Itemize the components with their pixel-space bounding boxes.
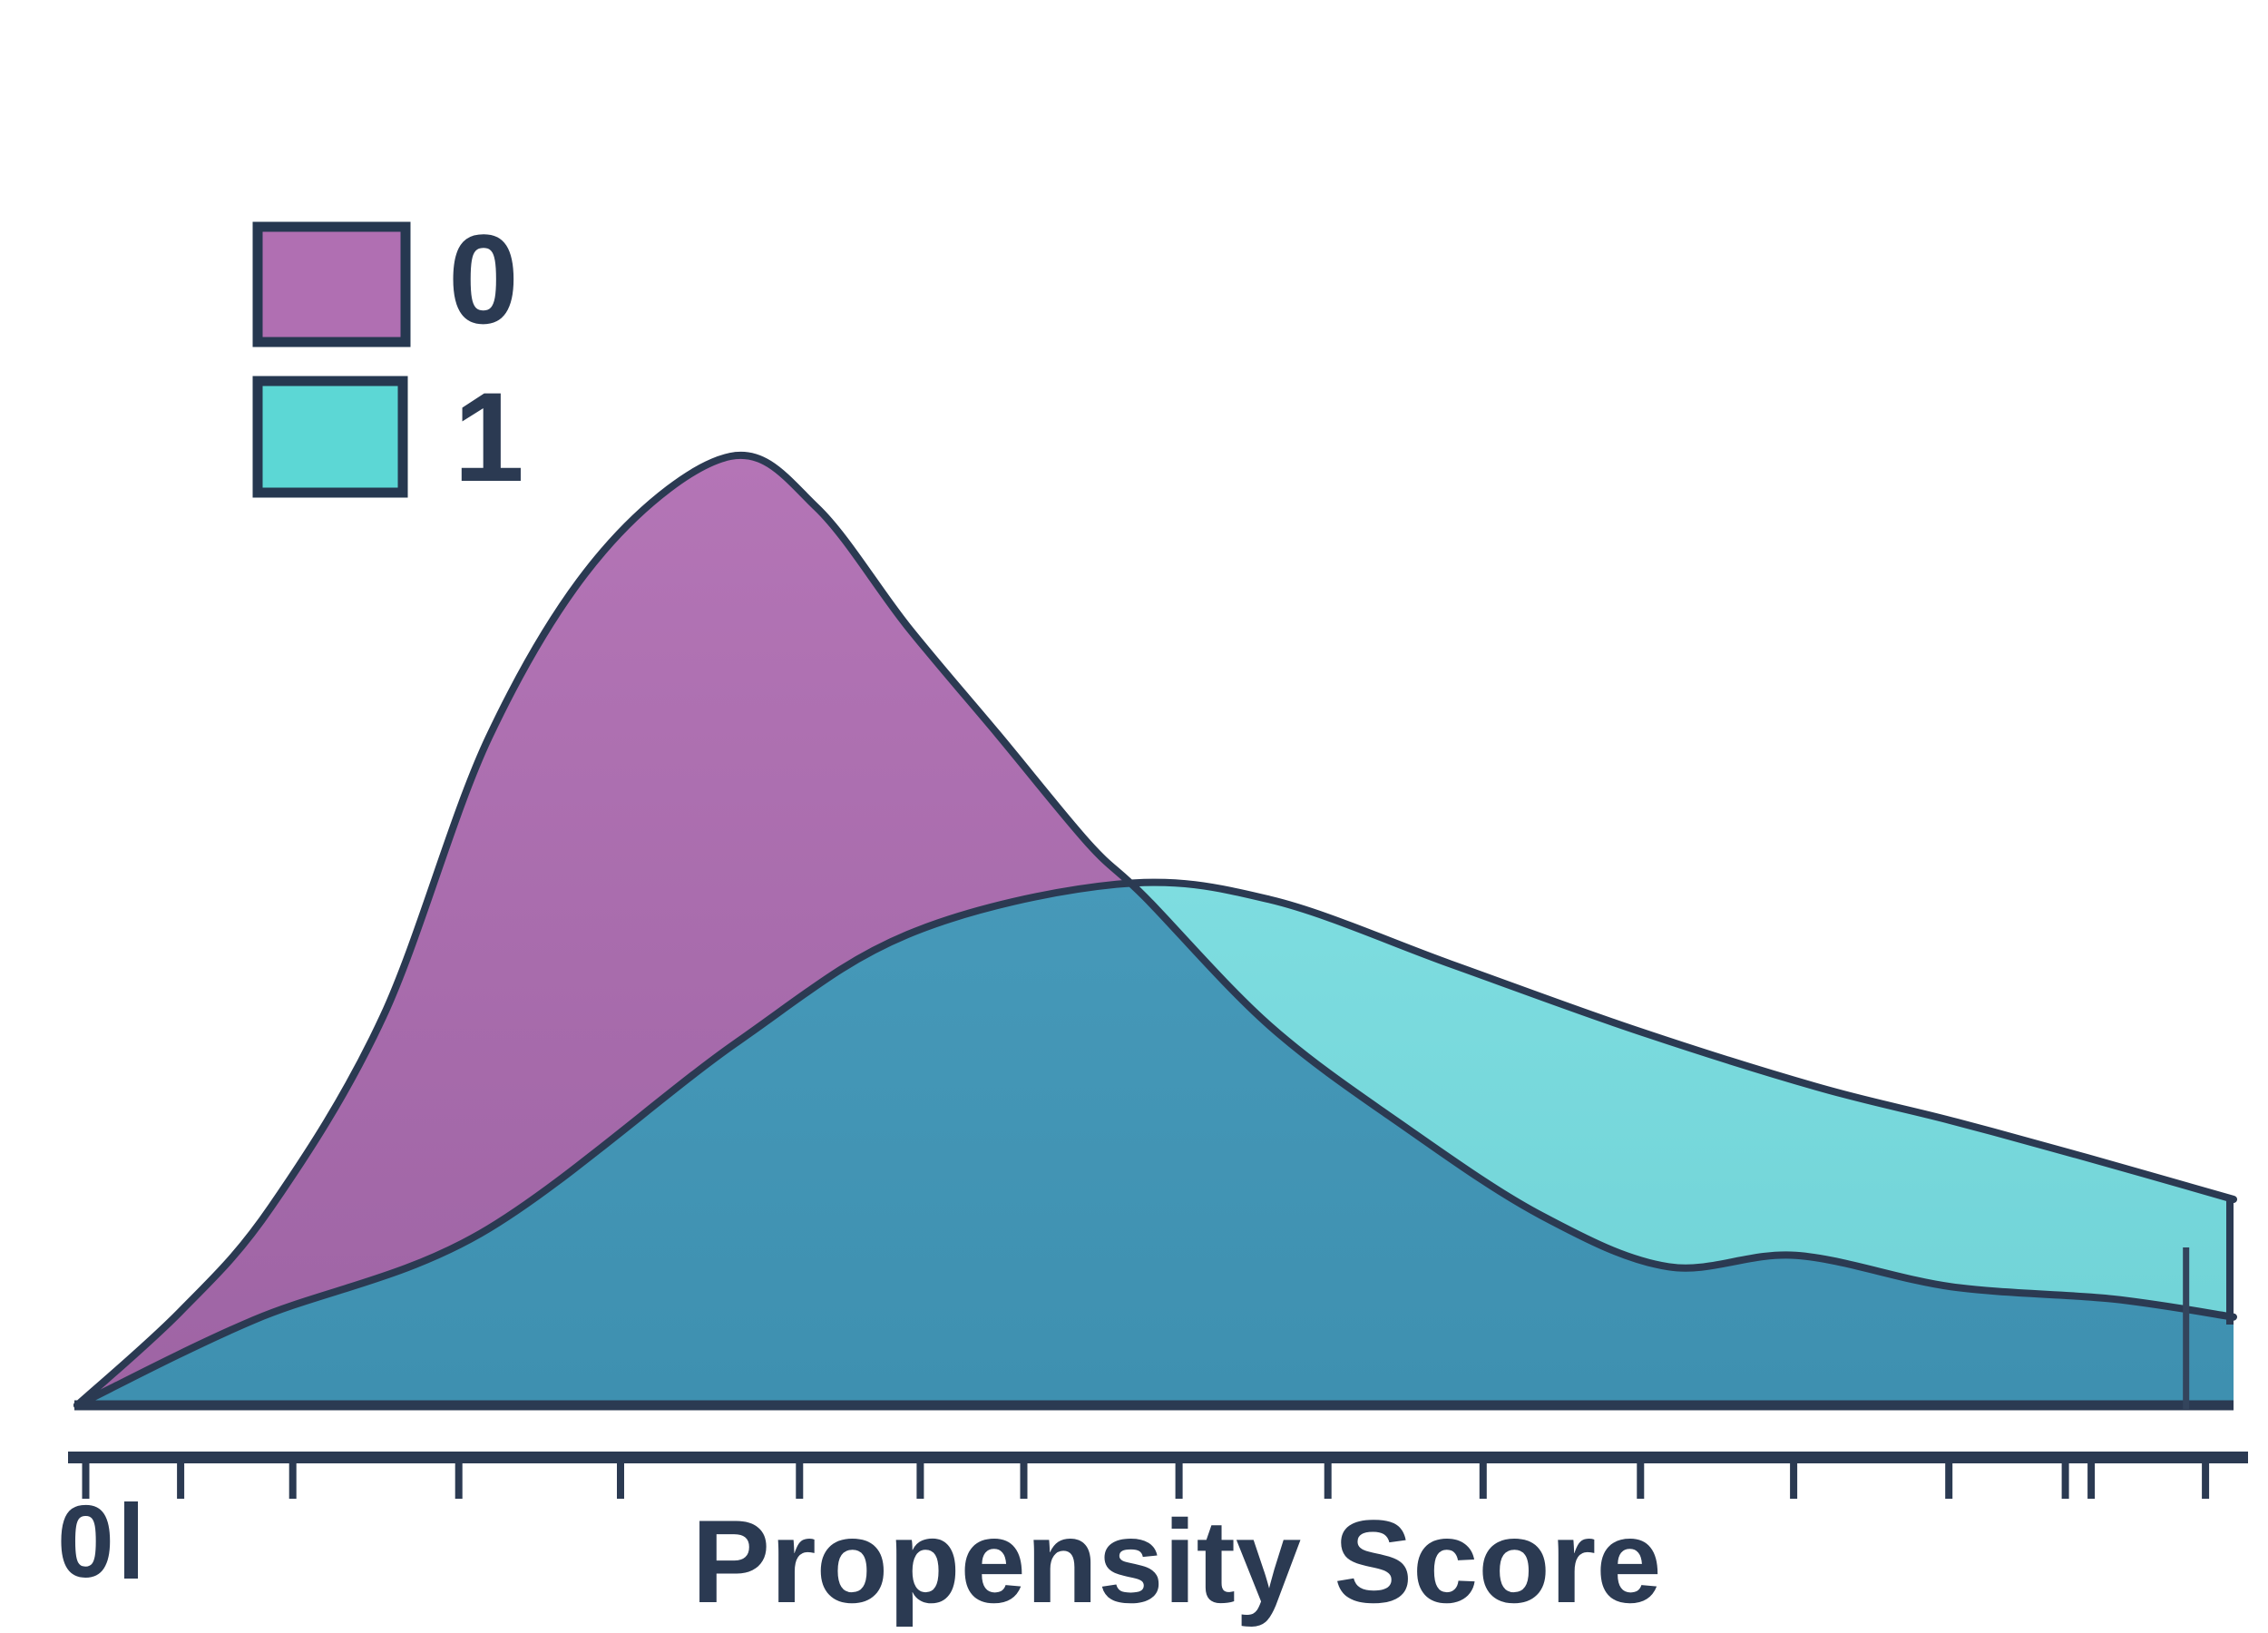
x-axis: 0 Propensity Score [57, 1452, 2248, 1628]
x-axis-tick [2202, 1459, 2210, 1499]
density-overlap-region [77, 882, 2234, 1405]
x-axis-tick [617, 1459, 624, 1499]
legend-swatch-1 [252, 376, 408, 498]
x-axis-line [68, 1452, 2248, 1463]
legend-label-1: 1 [454, 366, 524, 508]
x-axis-tick [1324, 1459, 1332, 1499]
x-axis-zero-label: 0 [57, 1484, 114, 1599]
x-axis-tick [2087, 1459, 2096, 1499]
legend: 0 1 [252, 208, 524, 508]
x-axis-ticks [82, 1459, 2210, 1499]
axis-zero-rug-mark [124, 1501, 138, 1579]
density-outline-group-0 [73, 451, 2237, 1409]
x-axis-tick [455, 1459, 463, 1499]
x-axis-title: Propensity Score [691, 1495, 1661, 1628]
x-axis-tick [82, 1459, 90, 1499]
x-axis-tick [1637, 1459, 1645, 1499]
x-axis-tick [288, 1459, 297, 1499]
x-axis-tick [1479, 1459, 1487, 1499]
x-axis-tick [1790, 1459, 1798, 1499]
legend-label-0: 0 [448, 208, 519, 350]
x-axis-tick [1175, 1459, 1183, 1499]
x-axis-tick [2061, 1459, 2069, 1499]
x-axis-tick [916, 1459, 924, 1499]
x-axis-tick [177, 1459, 185, 1499]
x-axis-tick [1020, 1459, 1028, 1499]
x-axis-tick [796, 1459, 804, 1499]
density-outline-group-1 [73, 878, 2237, 1409]
x-axis-tick [1945, 1459, 1953, 1499]
legend-swatch-0 [252, 221, 411, 347]
